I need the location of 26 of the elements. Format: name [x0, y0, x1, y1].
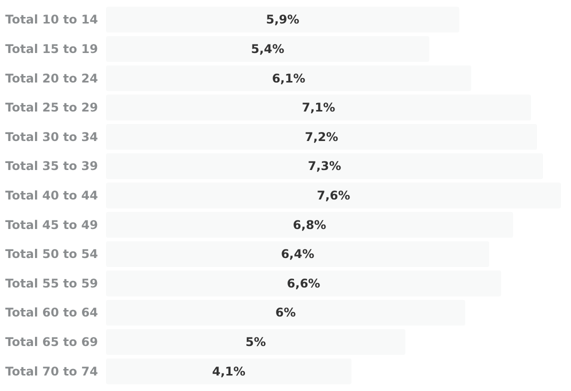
- data-label: 6,8%: [292, 218, 326, 232]
- data-label: 5,9%: [266, 12, 300, 27]
- data-label: 7,1%: [302, 100, 336, 115]
- y-tick-label: Total 55 to 59: [5, 276, 98, 290]
- y-tick-label: Total 45 to 49: [5, 218, 98, 232]
- data-label: 5%: [245, 335, 266, 350]
- data-label: 5,4%: [251, 42, 284, 56]
- y-tick-label: Total 60 to 64: [5, 306, 98, 320]
- data-label: 4,1%: [212, 364, 246, 378]
- y-tick-label: Total 40 to 44: [5, 188, 98, 202]
- data-label: 6,6%: [286, 276, 320, 290]
- y-tick-label: Total 70 to 74: [5, 364, 98, 378]
- data-label: 6,1%: [272, 71, 306, 86]
- data-label: 6%: [275, 306, 296, 320]
- y-tick-label: Total 65 to 69: [5, 335, 98, 350]
- data-label: 7,3%: [308, 159, 342, 174]
- y-tick-label: Total 50 to 54: [5, 247, 98, 262]
- y-tick-label: Total 35 to 39: [5, 159, 98, 174]
- y-tick-label: Total 30 to 34: [5, 130, 98, 144]
- data-label: 7,2%: [304, 130, 338, 144]
- y-tick-label: Total 25 to 29: [5, 100, 98, 115]
- y-tick-label: Total 15 to 19: [5, 42, 98, 56]
- y-tick-label: Total 10 to 14: [5, 12, 98, 27]
- y-tick-label: Total 20 to 24: [5, 71, 98, 86]
- data-label: 7,6%: [316, 188, 350, 202]
- data-label: 6,4%: [280, 247, 314, 262]
